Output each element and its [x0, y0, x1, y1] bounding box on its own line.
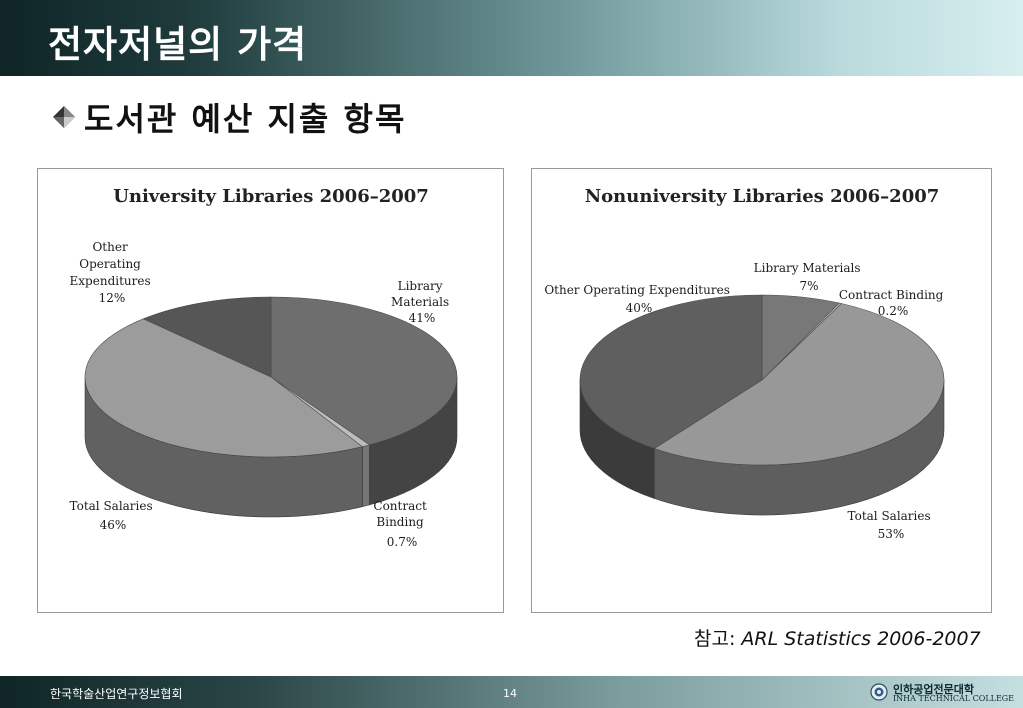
pie-slice-total-salaries [84, 318, 364, 458]
nonuniversity-libraries-chart-panel: Nonuniversity Libraries 2006–2007 Librar… [531, 168, 992, 613]
pie-slice-total-salaries [653, 303, 945, 466]
chart-title: University Libraries 2006–2007 [113, 186, 429, 207]
slice-label-other-operating: Other Operating Expenditures 12% [70, 240, 155, 305]
slice-label-total-salaries: Total Salaries 46% [70, 499, 157, 532]
nonuniversity-pie-chart: Nonuniversity Libraries 2006–2007 Librar… [544, 186, 947, 541]
slice-label-library-materials: Library Materials 7% [754, 261, 865, 293]
pie-slice-library [270, 296, 458, 446]
university-libraries-chart-panel: University Libraries 2006–2007 Library M… [37, 168, 504, 613]
college-name-english: INHA TECHNICAL COLLEGE [893, 694, 1015, 703]
university-pie-chart: University Libraries 2006–2007 Library M… [70, 186, 458, 549]
pie-slice-other [142, 296, 272, 378]
chart-title: Nonuniversity Libraries 2006–2007 [585, 186, 940, 207]
slice-label-other-operating: Other Operating Expenditures 40% [544, 283, 733, 315]
title-bar: 전자저널의 가격 [0, 0, 1023, 76]
college-name-korean: 인하공업전문대학 [893, 683, 974, 696]
slice-label-contract-binding: Contract Binding 0.2% [839, 288, 947, 318]
diamond-bullet-icon [53, 106, 75, 128]
source-prefix: 참고: [694, 628, 742, 650]
source-citation: 참고: ARL Statistics 2006-2007 [694, 624, 981, 651]
footer-organization: 한국학술산업연구정보협회 [50, 687, 183, 701]
slice-label-total-salaries: Total Salaries 53% [848, 509, 935, 541]
source-text: ARL Statistics 2006-2007 [741, 628, 981, 650]
college-emblem-icon [870, 683, 888, 701]
pie-slice-contract-side [362, 444, 370, 508]
page-title: 전자저널의 가격 [48, 23, 308, 66]
slice-label-contract-binding: Contract Binding 0.7% [373, 499, 430, 549]
slide-subtitle: 도서관 예산 지출 항목 [84, 100, 407, 138]
page-number: 14 [503, 687, 517, 700]
slice-label-library-materials: Library Materials 41% [391, 279, 453, 325]
footer-bar: 한국학술산업연구정보협회 14 인하공업전문대학 INHA TECHNICAL … [0, 676, 1023, 708]
pie-slice-other-operating-expenditures [579, 294, 763, 449]
